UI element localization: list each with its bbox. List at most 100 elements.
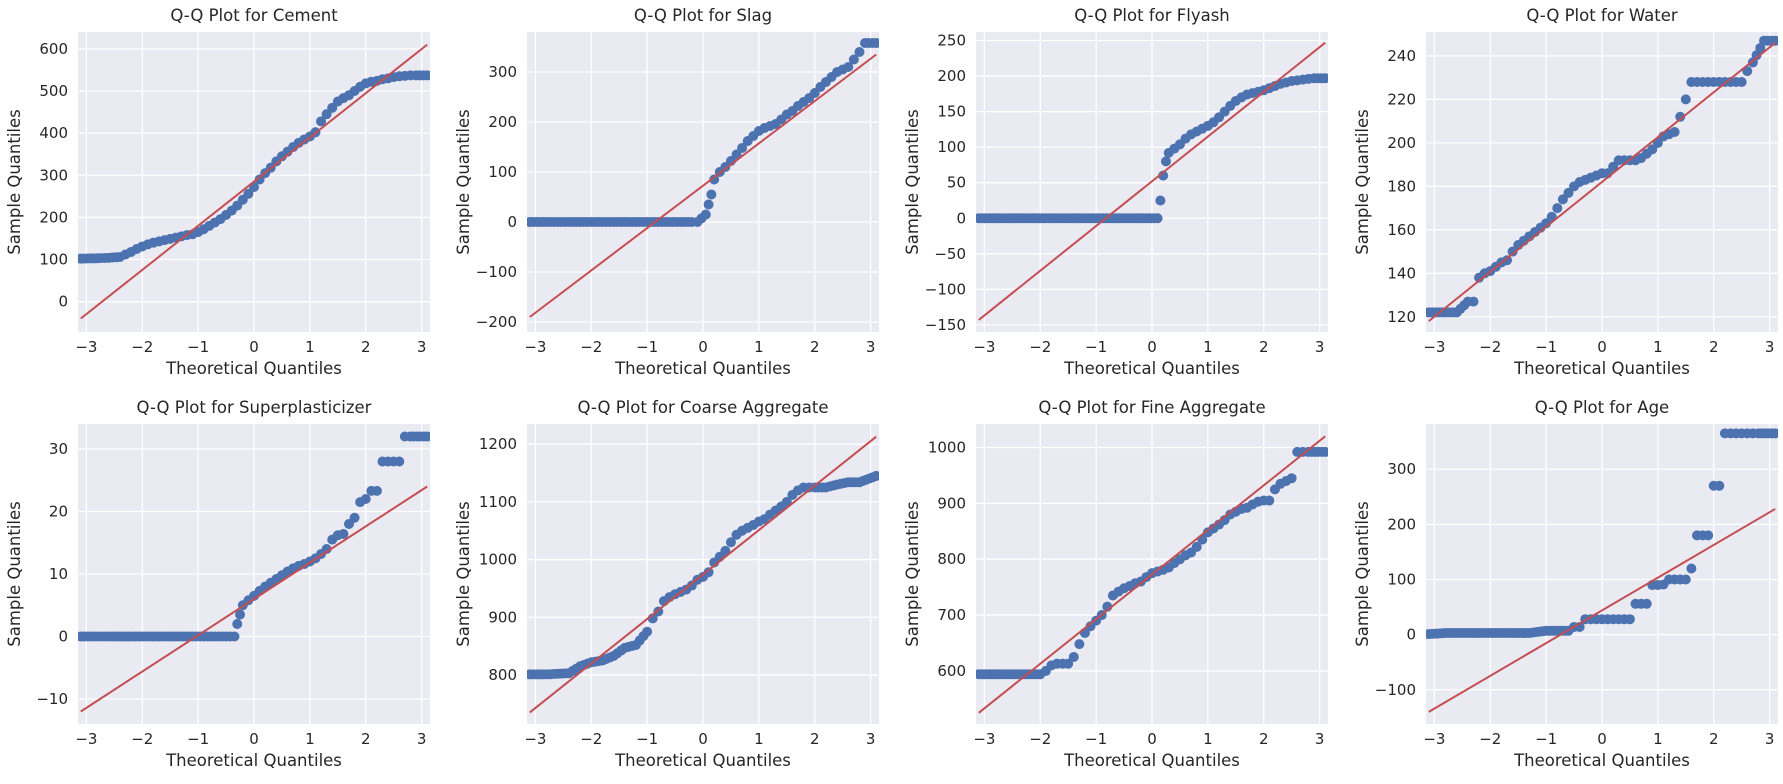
chart-7-x-tick-label: −2 (1479, 730, 1501, 748)
chart-1-x-tick-label: −3 (524, 338, 546, 356)
chart-1-y-tick-label: 100 (488, 163, 517, 181)
chart-7-axes: −3 −2 −1 0 1 2 3 −100 0 100 200 300 Q-Q Plot for Age… (1353, 398, 1778, 770)
chart-3-x-tick-label: −1 (1535, 338, 1557, 356)
chart-2-title: Q-Q Plot for Flyash (1074, 6, 1230, 25)
chart-5-y-tick-label: 800 (488, 666, 517, 684)
chart-6-y-axis-label: Sample Quantiles (903, 501, 922, 647)
chart-7-data-point (1770, 428, 1778, 439)
chart-5-data-point (703, 567, 714, 578)
chart-4-x-tick-label: 1 (305, 730, 315, 748)
chart-7-x-tick-label: 3 (1765, 730, 1775, 748)
chart-0-x-tick-label: 0 (249, 338, 259, 356)
chart-1-y-tick-label: −100 (476, 263, 517, 281)
chart-2-data-point (1155, 195, 1166, 206)
chart-0-points (78, 70, 430, 264)
chart-3-x-axis-label: Theoretical Quantiles (1513, 359, 1690, 378)
chart-4-y-axis-label: Sample Quantiles (5, 501, 24, 647)
chart-5-data-point (725, 537, 736, 548)
chart-6-y-tick-label: 700 (937, 606, 966, 624)
chart-5-x-tick-label: 0 (698, 730, 708, 748)
chart-1-data-point (703, 199, 714, 210)
chart-2-x-tick-label: 0 (1147, 338, 1157, 356)
chart-2-y-tick-label: 250 (937, 32, 966, 50)
chart-3-y-tick-label: 180 (1387, 177, 1416, 195)
chart-6-x-tick-label: 2 (1259, 730, 1269, 748)
chart-1-y-tick-label: 200 (488, 113, 517, 131)
chart-4-data-point (229, 631, 240, 642)
chart-4-data-point (349, 512, 360, 523)
chart-1-x-tick-label: 0 (698, 338, 708, 356)
chart-3-y-tick-label: 160 (1387, 221, 1416, 239)
chart-0-y-tick-label: 500 (39, 82, 68, 100)
chart-6-data-point (1286, 473, 1297, 484)
chart-3-x-tick-label: 2 (1709, 338, 1719, 356)
chart-1-x-tick-label: 2 (810, 338, 820, 356)
chart-5-y-tick-label: 1000 (479, 551, 517, 569)
chart-3-axes: −3 −2 −1 0 1 2 3 120 140 160 180 200 220 240 Q-Q Plot … (1353, 6, 1778, 378)
chart-5-data-point (642, 626, 653, 637)
chart-0-x-tick-label: 2 (361, 338, 371, 356)
chart-6-x-axis-label: Theoretical Quantiles (1063, 751, 1240, 770)
chart-4-y-tick-label: 30 (49, 440, 68, 458)
chart-6-x-tick-label: −3 (973, 730, 995, 748)
chart-2-reference-line (978, 41, 1326, 321)
chart-1-data-point (848, 54, 859, 65)
chart-3-data-point (1742, 66, 1753, 77)
chart-6-title: Q-Q Plot for Fine Aggregate (1038, 398, 1265, 417)
chart-3-data-point (1557, 194, 1568, 205)
chart-3-title: Q-Q Plot for Water (1526, 6, 1678, 25)
chart-3-data-point (1608, 161, 1619, 172)
chart-0-x-tick-label: 1 (305, 338, 315, 356)
chart-3-data-point (1680, 94, 1691, 105)
chart-6-x-tick-label: 1 (1203, 730, 1213, 748)
chart-1-data-point (737, 143, 748, 153)
chart-0-title: Q-Q Plot for Cement (170, 6, 338, 25)
chart-1-x-axis-label: Theoretical Quantiles (614, 359, 791, 378)
chart-6-data-point (1068, 651, 1079, 662)
chart-6-x-tick-label: −2 (1029, 730, 1051, 748)
chart-5-y-tick-label: 1200 (479, 435, 517, 453)
chart-2-data-point (1320, 73, 1328, 84)
chart-1-y-tick-label: 0 (507, 213, 517, 231)
chart-5-reference-line (529, 435, 877, 714)
chart-0-y-tick-label: 600 (39, 40, 68, 58)
chart-1-y-tick-label: 300 (488, 63, 517, 81)
chart-5-data-point (871, 470, 879, 481)
chart-4-y-tick-label: 0 (58, 628, 68, 646)
chart-6-reference-line (978, 435, 1326, 714)
chart-3-data-point (1669, 127, 1680, 137)
chart-7-data-point (1624, 614, 1635, 625)
chart-7-y-tick-label: 200 (1387, 515, 1416, 533)
chart-1-points (527, 38, 879, 227)
chart-5-x-tick-label: 1 (754, 730, 764, 748)
chart-3-y-tick-label: 240 (1387, 47, 1416, 65)
chart-6-data-point (1063, 658, 1074, 669)
chart-2-x-tick-label: 1 (1203, 338, 1213, 356)
chart-6-x-tick-label: 3 (1315, 730, 1325, 748)
chart-3-data-point (1647, 144, 1658, 155)
chart-2-y-tick-label: −50 (934, 245, 966, 263)
chart-6-data-point (1074, 639, 1085, 650)
chart-4-x-axis-label: Theoretical Quantiles (165, 751, 342, 770)
chart-0-data-point (243, 188, 254, 199)
chart-7-x-tick-label: 2 (1709, 730, 1719, 748)
chart-0-y-axis-label: Sample Quantiles (5, 109, 24, 255)
chart-0-reference-line (80, 43, 428, 320)
chart-5-x-tick-label: 3 (866, 730, 876, 748)
chart-2-points (976, 73, 1328, 224)
chart-4-x-tick-label: 2 (361, 730, 371, 748)
chart-1-reference-line (529, 53, 877, 318)
chart-7-x-tick-label: 1 (1653, 730, 1663, 748)
chart-7-x-tick-label: −1 (1535, 730, 1557, 748)
chart-2-x-tick-label: 3 (1315, 338, 1325, 356)
chart-2-x-tick-label: 2 (1259, 338, 1269, 356)
chart-1-y-tick-label: −200 (476, 313, 517, 331)
chart-5-data-point (781, 496, 792, 507)
chart-3-data-point (1552, 203, 1563, 214)
chart-6-y-tick-label: 1000 (928, 438, 966, 456)
chart-4-title: Q-Q Plot for Superplasticizer (137, 398, 372, 417)
chart-0-x-tick-label: −1 (187, 338, 209, 356)
chart-2-x-tick-label: −2 (1029, 338, 1051, 356)
chart-7-title: Q-Q Plot for Age (1535, 398, 1669, 417)
